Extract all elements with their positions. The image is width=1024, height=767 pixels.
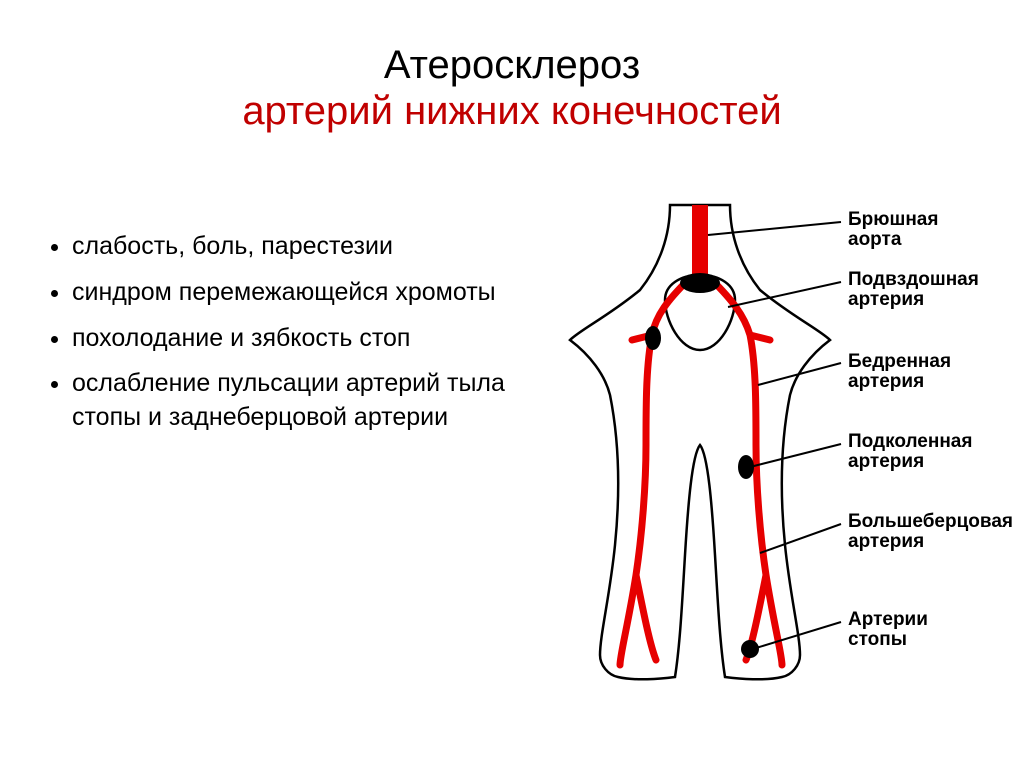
occlusion <box>741 640 759 658</box>
list-item: слабость, боль, парестезии <box>72 230 508 264</box>
aorta-segment <box>692 205 708 281</box>
leader-line <box>750 444 841 467</box>
list-item: синдром перемежающейся хромоты <box>72 276 508 310</box>
leader-line <box>760 524 841 553</box>
label-iliac: Подвздошная артерия <box>848 270 979 310</box>
slide: Атеросклероз артерий нижних конечностей … <box>0 0 1024 767</box>
leg-arteries-diagram: Брюшная аорта Подвздошная артерия Бедрен… <box>560 200 990 730</box>
occlusion <box>645 326 661 350</box>
label-femoral: Бедренная артерия <box>848 352 951 392</box>
label-popliteal: Подколенная артерия <box>848 432 972 472</box>
leader-line <box>708 222 841 235</box>
title-line-1: Атеросклероз <box>0 42 1024 88</box>
symptom-list: слабость, боль, парестезии синдром перем… <box>38 230 508 447</box>
list-item: похолодание и зябкость стоп <box>72 322 508 356</box>
label-foot: Артерии стопы <box>848 610 928 650</box>
leader-line <box>758 363 841 385</box>
bullet-list: слабость, боль, парестезии синдром перем… <box>38 230 508 435</box>
title-line-2: артерий нижних конечностей <box>0 88 1024 134</box>
list-item: ослабление пульсации артерий тыла стопы … <box>72 367 508 435</box>
slide-title: Атеросклероз артерий нижних конечностей <box>0 42 1024 134</box>
label-aorta: Брюшная аорта <box>848 210 938 250</box>
leader-line <box>728 282 841 307</box>
occlusion <box>680 273 720 293</box>
label-tibial: Большеберцовая артерия <box>848 512 1013 552</box>
